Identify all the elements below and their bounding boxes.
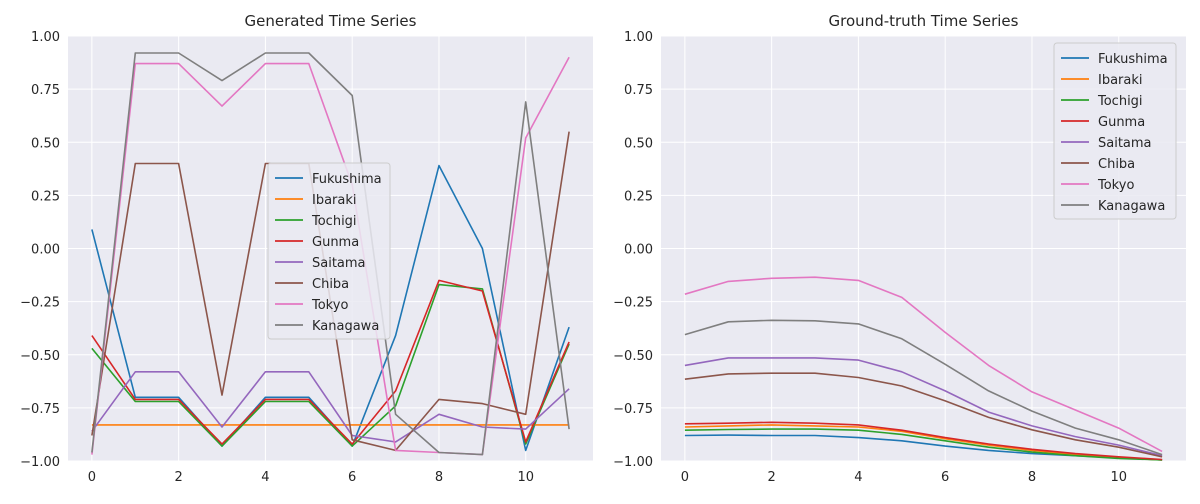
legend-label: Saitama bbox=[312, 256, 366, 271]
chart-title: Generated Time Series bbox=[245, 12, 417, 30]
series-line-kanagawa bbox=[91, 52, 570, 456]
legend-label: Gunma bbox=[312, 235, 359, 250]
x-tick-label: 6 bbox=[941, 470, 949, 485]
x-tick-label: 2 bbox=[767, 470, 775, 485]
y-tick-label: 1.00 bbox=[624, 30, 653, 45]
chart-title: Ground-truth Time Series bbox=[829, 12, 1019, 30]
legend-box bbox=[267, 162, 391, 340]
legend-label: Saitama bbox=[1098, 136, 1152, 151]
y-tick-label: −0.50 bbox=[613, 349, 653, 364]
y-tick-label: 0.75 bbox=[624, 83, 653, 98]
legend-label: Tokyo bbox=[1097, 178, 1134, 193]
series-line-chiba bbox=[684, 372, 1163, 458]
y-tick-label: 1.00 bbox=[31, 30, 60, 45]
x-tick-label: 6 bbox=[348, 470, 356, 485]
y-tick-label: 0.50 bbox=[624, 136, 653, 151]
x-tick-label: 8 bbox=[1028, 470, 1036, 485]
legend-label: Ibaraki bbox=[312, 193, 357, 208]
x-tick-label: 10 bbox=[1110, 470, 1127, 485]
series-line-saitama bbox=[91, 370, 570, 443]
legend-label: Fukushima bbox=[312, 172, 382, 187]
x-tick-label: 8 bbox=[435, 470, 443, 485]
legend-label: Tochigi bbox=[311, 214, 357, 229]
legend-label: Chiba bbox=[312, 277, 349, 292]
y-tick-label: −0.50 bbox=[20, 349, 60, 364]
y-tick-label: −0.25 bbox=[20, 296, 60, 311]
x-tick-label: 4 bbox=[261, 470, 269, 485]
x-tick-label: 0 bbox=[88, 470, 96, 485]
series-line-kanagawa bbox=[684, 319, 1163, 456]
generated-chart: Generated Time Series 0 2 4 6 8 10 −1.00 −0.75 −0… bbox=[20, 12, 593, 485]
y-tick-label: −1.00 bbox=[613, 455, 653, 470]
series-line-ibaraki bbox=[684, 424, 1163, 461]
series-line-gunma bbox=[684, 421, 1163, 461]
y-tick-label: −1.00 bbox=[20, 455, 60, 470]
x-tick-label: 10 bbox=[517, 470, 534, 485]
y-tick-label: −0.25 bbox=[613, 296, 653, 311]
y-tick-label: 0.25 bbox=[624, 189, 653, 204]
legend-label: Chiba bbox=[1098, 157, 1135, 172]
series-line-gunma bbox=[91, 279, 570, 445]
legend-label: Gunma bbox=[1098, 115, 1145, 130]
series-line-tokyo bbox=[684, 276, 1163, 453]
y-tick-label: 0.00 bbox=[624, 243, 653, 258]
legend-label: Kanagawa bbox=[312, 319, 379, 334]
legend: Fukushima Ibaraki Tochigi Gunma Saitama Chiba… bbox=[267, 162, 391, 340]
ground-truth-chart: Ground-truth Time Series 0 2 4 6 8 10 −1.00 −0.7… bbox=[613, 12, 1186, 485]
y-tick-label: 0.50 bbox=[31, 136, 60, 151]
y-tick-label: −0.75 bbox=[613, 402, 653, 417]
y-tick-label: 0.00 bbox=[31, 243, 60, 258]
series-line-saitama bbox=[684, 357, 1163, 457]
legend-label: Tochigi bbox=[1097, 94, 1143, 109]
x-tick-label: 4 bbox=[854, 470, 862, 485]
y-tick-label: 0.25 bbox=[31, 189, 60, 204]
x-tick-label: 2 bbox=[174, 470, 182, 485]
legend-label: Kanagawa bbox=[1098, 199, 1165, 214]
x-tick-label: 0 bbox=[681, 470, 689, 485]
y-tick-label: −0.75 bbox=[20, 402, 60, 417]
y-tick-label: 0.75 bbox=[31, 83, 60, 98]
legend-label: Tokyo bbox=[311, 298, 348, 313]
series-line-tochigi bbox=[684, 428, 1163, 461]
legend-label: Ibaraki bbox=[1098, 73, 1143, 88]
legend: Fukushima Ibaraki Tochigi Gunma Saitama Chiba… bbox=[1053, 42, 1177, 220]
legend-label: Fukushima bbox=[1098, 52, 1168, 67]
legend-box bbox=[1053, 42, 1177, 220]
